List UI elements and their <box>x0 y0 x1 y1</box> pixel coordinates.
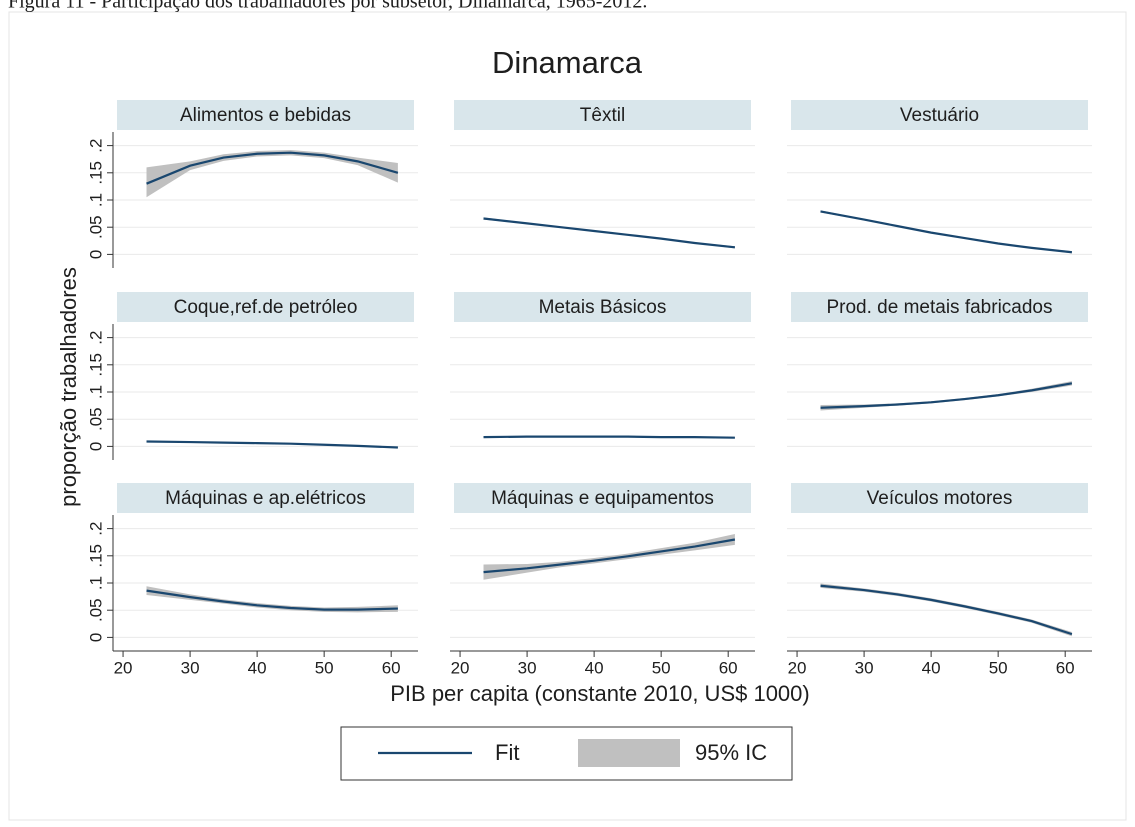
y-tick-label: .15 <box>86 544 105 568</box>
panel-title: Têxtil <box>580 105 625 126</box>
fit-line <box>820 382 1073 409</box>
fit-line <box>820 210 1073 254</box>
x-tick-label: 20 <box>451 658 470 677</box>
panel-header <box>454 292 751 322</box>
legend-label: 95% IC <box>695 740 767 765</box>
panel-title: Máquinas e equipamentos <box>491 488 714 509</box>
y-tick-label: .1 <box>86 193 105 207</box>
y-tick-label: .1 <box>86 576 105 590</box>
chart-frame <box>8 11 1127 821</box>
y-tick-label: .2 <box>86 522 105 536</box>
panel-title: Veículos motores <box>867 488 1013 509</box>
panel-title: Coque,ref.de petróleo <box>174 297 358 318</box>
x-tick-label: 30 <box>518 658 537 677</box>
y-tick-label: .05 <box>86 215 105 239</box>
panel-title: Máquinas e ap.elétricos <box>165 488 366 509</box>
x-tick-label: 50 <box>315 658 334 677</box>
y-tick-label: .05 <box>86 598 105 622</box>
panel-title: Vestuário <box>900 105 979 126</box>
fit-line <box>146 440 398 449</box>
fit-line <box>483 217 736 249</box>
caption: Figura 11 - Participação dos trabalhador… <box>8 0 647 13</box>
x-tick-label: 20 <box>788 658 807 677</box>
legend-label: Fit <box>495 740 519 765</box>
y-axis-label: proporção trabalhadores <box>56 267 81 507</box>
panel-header <box>791 483 1088 513</box>
y-tick-label: 0 <box>86 442 105 451</box>
x-tick-label: 40 <box>248 658 267 677</box>
y-tick-label: .1 <box>86 385 105 399</box>
panel-header <box>791 292 1088 322</box>
y-tick-label: .2 <box>86 139 105 153</box>
fit-line <box>146 589 398 611</box>
x-tick-label: 30 <box>855 658 874 677</box>
y-tick-label: .15 <box>86 353 105 377</box>
fit-line <box>146 151 399 185</box>
y-tick-label: .2 <box>86 331 105 345</box>
y-tick-label: .15 <box>86 161 105 185</box>
x-tick-label: 50 <box>989 658 1008 677</box>
y-tick-label: 0 <box>86 250 105 259</box>
x-tick-label: 60 <box>382 658 401 677</box>
legend-swatch-band <box>578 739 680 767</box>
x-tick-label: 50 <box>652 658 671 677</box>
x-tick-label: 30 <box>181 658 200 677</box>
x-tick-label: 20 <box>114 658 133 677</box>
x-axis-label: PIB per capita (constante 2010, US$ 1000… <box>390 681 809 706</box>
panel-header <box>454 483 751 513</box>
fit-line <box>483 435 735 439</box>
panel-header <box>117 100 414 130</box>
fit-line <box>483 538 736 574</box>
panel-title: Prod. de metais fabricados <box>826 297 1052 318</box>
panel-header <box>117 483 414 513</box>
x-tick-label: 60 <box>719 658 738 677</box>
chart-title: Dinamarca <box>492 45 643 80</box>
panel-title: Alimentos e bebidas <box>180 105 351 126</box>
y-tick-label: .05 <box>86 407 105 431</box>
x-tick-label: 60 <box>1056 658 1075 677</box>
panel-header <box>454 100 751 130</box>
panel-title: Metais Básicos <box>539 297 667 318</box>
panel-header <box>117 292 414 322</box>
ci-band <box>483 534 735 580</box>
x-tick-label: 40 <box>922 658 941 677</box>
x-tick-label: 40 <box>585 658 604 677</box>
fit-line <box>820 584 1073 636</box>
y-tick-label: 0 <box>86 633 105 642</box>
panel-header <box>791 100 1088 130</box>
